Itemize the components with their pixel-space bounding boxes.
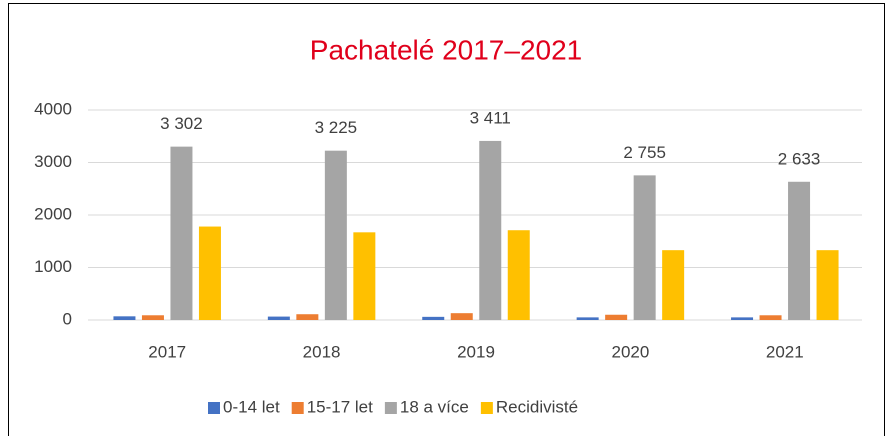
y-tick-label: 3000 [34,152,72,171]
bar [450,313,473,320]
y-tick-label: 1000 [34,257,72,276]
bar [170,146,193,320]
legend-label: Recidivisté [496,397,578,416]
bar [198,226,221,320]
bar [816,250,839,320]
y-tick-label: 4000 [34,99,72,118]
bar [422,316,445,320]
x-tick-label: 2019 [457,342,495,361]
bar [759,315,782,320]
y-tick-label: 2000 [34,204,72,223]
data-label: 2 755 [623,143,666,162]
bar [113,316,136,320]
x-tick-label: 2020 [611,342,649,361]
legend-label: 15-17 let [307,397,373,416]
bar [633,175,656,320]
data-label: 3 411 [470,108,511,127]
bar [141,315,164,320]
x-tick-label: 2017 [148,342,186,361]
legend-swatch [291,402,304,414]
bar [479,140,502,320]
y-tick-label: 0 [63,309,72,328]
x-tick-label: 2021 [766,342,804,361]
bar [788,181,811,320]
data-label: 3 302 [160,114,203,133]
bar [296,314,319,320]
bar [324,150,347,320]
bar [507,230,530,320]
data-label: 2 633 [778,149,821,168]
bar [353,232,376,320]
chart-title: Pachatelé 2017–2021 [310,34,582,65]
bar [662,250,685,320]
legend-swatch [480,402,493,414]
bar [731,317,754,320]
legend-label: 0-14 let [223,397,280,416]
bar [605,314,628,320]
legend-label: 18 a více [400,397,469,416]
bar [267,316,290,320]
chart-border [8,3,885,436]
x-tick-label: 2018 [303,342,341,361]
data-label: 3 225 [315,118,358,137]
legend-swatch [208,402,220,414]
bar [576,317,599,320]
legend-swatch [384,402,397,414]
